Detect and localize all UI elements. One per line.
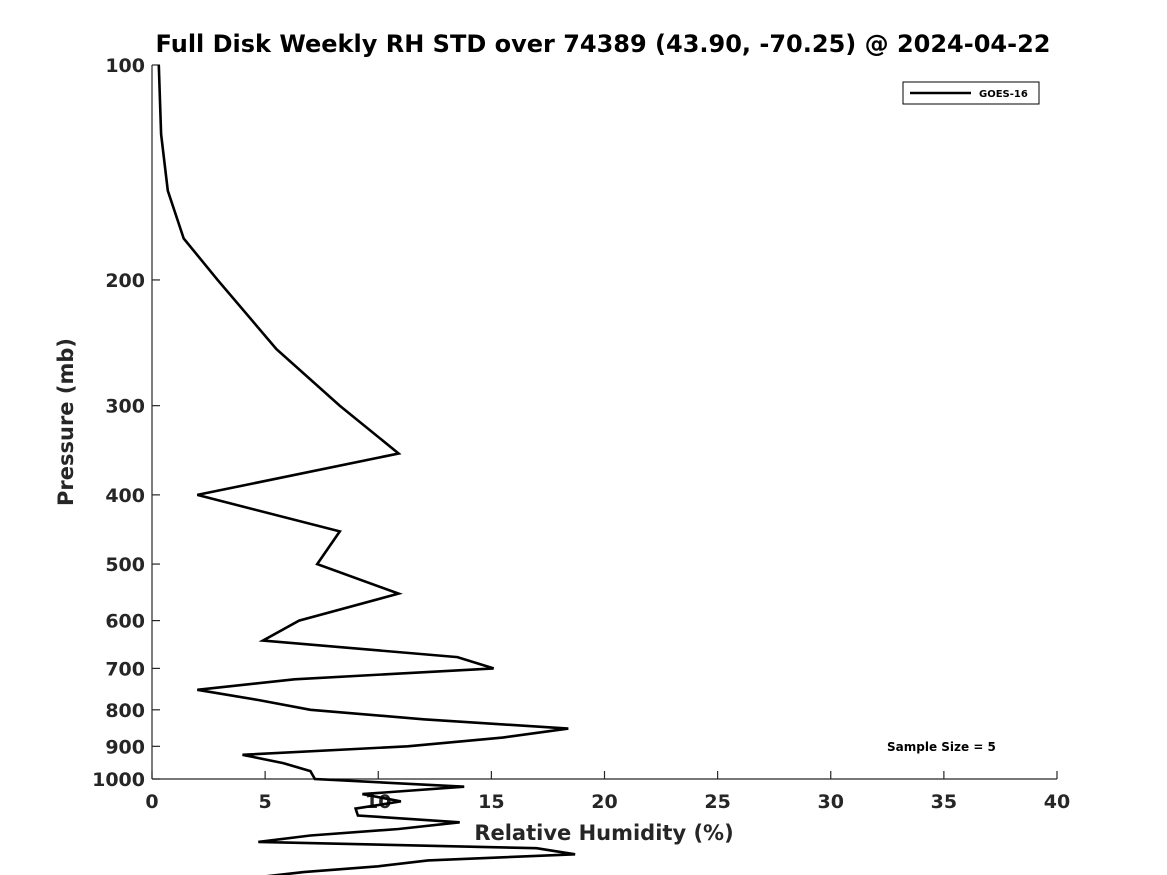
x-ticks: 0 5 10 15 20 25 30 35 40 — [145, 771, 1070, 813]
x-tick-label: 0 — [145, 791, 158, 813]
series-layer — [157, 64, 576, 875]
y-ticks: 100 200 300 400 500 600 700 800 900 1000 — [92, 55, 160, 791]
y-tick-label: 500 — [105, 554, 145, 576]
sample-size-annotation: Sample Size = 5 — [887, 740, 996, 754]
y-tick-label: 600 — [105, 611, 145, 633]
y-axis-label: Pressure (mb) — [54, 338, 78, 506]
x-tick-label: 5 — [259, 791, 272, 813]
x-tick-label: 20 — [591, 791, 617, 813]
x-tick-label: 35 — [931, 791, 957, 813]
x-tick-label: 40 — [1044, 791, 1070, 813]
y-tick-label: 200 — [105, 270, 145, 292]
x-tick-label: 15 — [478, 791, 504, 813]
y-tick-label: 1000 — [92, 769, 145, 791]
y-tick-label: 300 — [105, 396, 145, 418]
x-axis-label: Relative Humidity (%) — [474, 821, 733, 845]
y-tick-label: 400 — [105, 485, 145, 507]
y-tick-label: 800 — [105, 700, 145, 722]
x-tick-label: 25 — [704, 791, 730, 813]
series-line-goes-16 — [157, 64, 576, 875]
legend-label-goes-16: GOES-16 — [979, 89, 1028, 100]
y-tick-label: 900 — [105, 736, 145, 758]
x-tick-label: 30 — [818, 791, 844, 813]
y-tick-label: 100 — [105, 55, 145, 77]
chart-title: Full Disk Weekly RH STD over 74389 (43.9… — [156, 30, 1051, 58]
legend: GOES-16 — [902, 81, 1040, 105]
y-tick-label: 700 — [105, 658, 145, 680]
